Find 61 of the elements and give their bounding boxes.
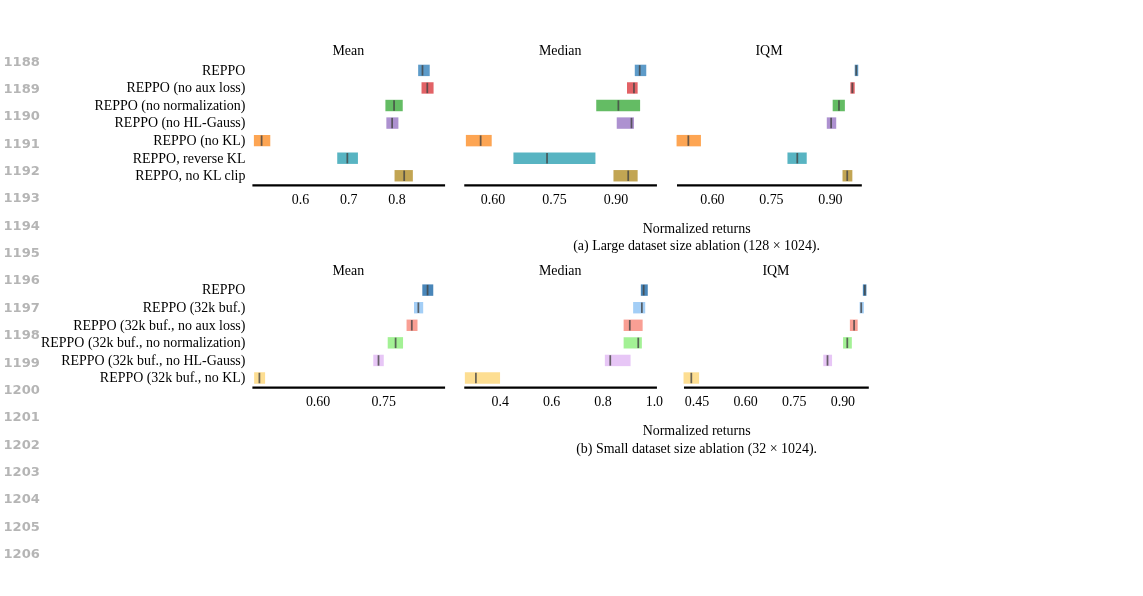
x-tick-label: 1.0 — [645, 393, 664, 409]
text: 1196 — [3, 272, 40, 288]
x-tick-label: 0.60 — [480, 191, 506, 207]
x-tick-label: 0.60 — [700, 191, 725, 207]
x-tick-label: 0.60 — [305, 393, 331, 409]
text: 1205 — [3, 518, 40, 534]
text: 1206 — [3, 546, 40, 562]
text: 1203 — [3, 464, 40, 480]
chart-title: IQM — [762, 262, 790, 278]
y-tick-label: REPPO — [202, 282, 246, 298]
x-tick-label: 0.90 — [818, 191, 843, 207]
x-axis-title: Normalized returns — [642, 220, 751, 236]
text: (a) Large dataset size ablation (128 × 1024). — [573, 238, 820, 255]
text: 1200 — [3, 381, 40, 397]
x-tick-label: 0.90 — [603, 191, 629, 207]
text: 1204 — [3, 491, 40, 507]
chart-title: Median — [538, 262, 582, 278]
text: 1195 — [3, 245, 40, 261]
x-tick-label: 0.45 — [684, 393, 710, 409]
text: (b) Small dataset size ablation (32 × 1024). — [576, 440, 818, 457]
x-tick-label: 0.75 — [542, 191, 567, 207]
x-tick-label: 0.75 — [759, 191, 784, 207]
y-tick-label: REPPO (no normalization) — [94, 97, 246, 114]
y-tick-label: REPPO (no HL-Gauss) — [114, 115, 246, 132]
text: 1202 — [3, 436, 40, 452]
y-tick-label: REPPO (32k buf., no HL-Gauss) — [61, 352, 246, 369]
x-tick-label: 0.75 — [782, 393, 807, 409]
y-tick-label: REPPO, reverse KL — [132, 150, 246, 166]
text: 1189 — [3, 80, 40, 96]
chart-title: Mean — [332, 43, 365, 59]
y-tick-label: REPPO (32k buf.) — [142, 300, 246, 317]
chart-title: Mean — [332, 262, 365, 278]
text: 1192 — [3, 163, 40, 178]
x-axis-title: Normalized returns — [642, 423, 751, 439]
text: 1201 — [3, 409, 40, 425]
y-tick-label: REPPO (32k buf., no normalization) — [41, 335, 246, 352]
x-tick-label: 0.6 — [291, 191, 310, 207]
x-tick-label: 0.75 — [371, 393, 396, 409]
x-tick-label: 0.90 — [830, 393, 856, 409]
y-tick-label: REPPO (no aux loss) — [126, 80, 246, 97]
x-tick-label: 0.4 — [491, 393, 509, 409]
text: 1188 — [3, 53, 40, 69]
text: 1193 — [3, 190, 40, 206]
x-tick-label: 0.60 — [733, 393, 758, 409]
x-tick-label: 0.8 — [388, 191, 406, 207]
y-tick-label: REPPO — [202, 62, 246, 78]
text: 1191 — [3, 135, 40, 151]
y-tick-label: REPPO (32k buf., no aux loss) — [73, 317, 246, 334]
y-tick-label: REPPO (32k buf., no KL) — [99, 370, 246, 387]
y-tick-label: REPPO, no KL clip — [135, 168, 246, 184]
text: 1190 — [3, 108, 40, 124]
chart-title: IQM — [755, 43, 783, 59]
x-tick-label: 0.6 — [542, 393, 561, 409]
text: 1199 — [3, 354, 40, 370]
text: 1194 — [3, 217, 40, 233]
chart-title: Median — [538, 43, 582, 59]
text: 1197 — [3, 299, 40, 315]
x-tick-label: 0.8 — [594, 393, 612, 409]
text: 1198 — [3, 327, 40, 343]
y-tick-label: REPPO (no KL) — [153, 133, 246, 149]
x-tick-label: 0.7 — [340, 191, 358, 207]
